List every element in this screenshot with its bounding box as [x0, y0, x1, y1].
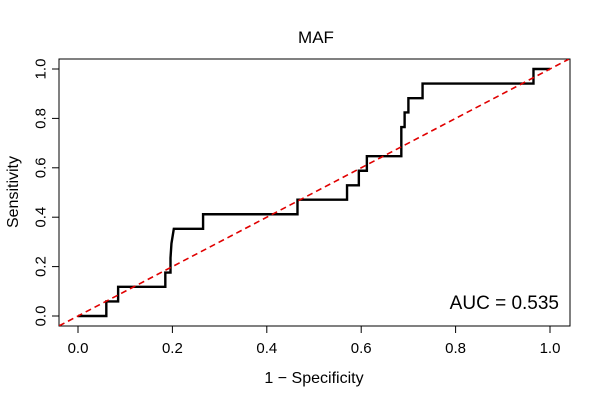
y-tick-label: 0.6 [33, 157, 50, 178]
y-tick-label: 0.4 [33, 207, 50, 228]
x-tick-label: 0.4 [256, 340, 277, 357]
x-tick-label: 0.6 [351, 340, 372, 357]
x-tick-label: 1.0 [540, 340, 561, 357]
x-tick-label: 0.0 [68, 340, 89, 357]
y-tick-label: 0.2 [33, 256, 50, 277]
chart-title: MAF [298, 28, 334, 47]
axes-group: 0.0 0.2 0.4 0.6 0.8 1.0 0.0 0.2 0.4 0.6 0.8 1.0 [33, 58, 571, 357]
x-tick-label: 0.8 [445, 340, 466, 357]
x-tick-label: 0.2 [162, 340, 183, 357]
roc-curve [78, 67, 550, 318]
y-axis-label: Sensitivity [5, 156, 22, 228]
series-group [59, 59, 570, 326]
auc-annotation: AUC = 0.535 [450, 293, 559, 314]
y-tick-label: 0.0 [33, 306, 50, 327]
y-tick-label: 0.8 [33, 108, 50, 129]
y-tick-label: 1.0 [33, 59, 50, 80]
reference-diagonal [59, 59, 570, 326]
x-axis-label: 1 − Specificity [264, 370, 363, 387]
